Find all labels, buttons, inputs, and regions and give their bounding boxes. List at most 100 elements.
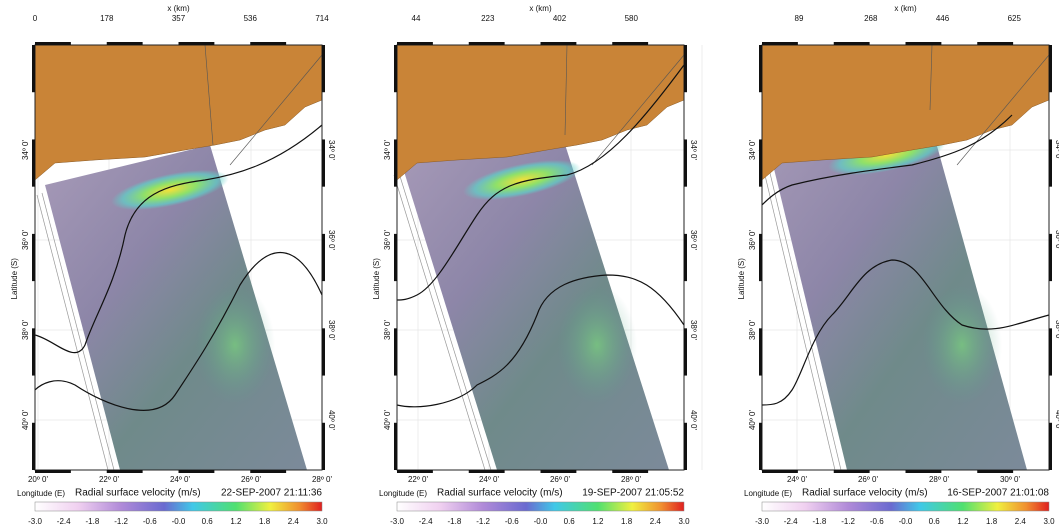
lat-label: 38º 0': [748, 320, 757, 340]
velocity-label: Radial surface velocity (m/s): [437, 488, 563, 499]
border-segment: [322, 328, 325, 375]
border-segment: [1049, 423, 1052, 470]
colorbar-tick-label: -1.8: [448, 517, 462, 526]
x-tick-label: 357: [172, 14, 186, 23]
lon-label: 28º 0': [312, 475, 332, 484]
lon-label: 28º 0': [929, 475, 949, 484]
colorbar-tick-label: -1.2: [841, 517, 855, 526]
lon-label: 22º 0': [408, 475, 428, 484]
colorbar-tick-label: 3.0: [678, 517, 690, 526]
border-segment: [1049, 139, 1052, 186]
timestamp: 16-SEP-2007 21:01:08: [947, 488, 1049, 499]
lon-label: 30º 0': [1000, 475, 1020, 484]
lat-label: 40º 0': [383, 410, 392, 430]
lat-label: 40º 0': [689, 410, 698, 430]
lat-label: 36º 0': [21, 230, 30, 250]
border-segment: [1049, 234, 1052, 281]
x-tick-label: 44: [412, 14, 421, 23]
x-axis-label: x (km): [167, 4, 190, 13]
border-segment: [107, 470, 143, 473]
colorbar-tick-label: -1.8: [86, 517, 100, 526]
border-segment: [32, 234, 35, 281]
border-segment: [684, 139, 687, 186]
lat-label: 38º 0': [689, 320, 698, 340]
green-patch: [922, 285, 1002, 405]
x-tick-label: 446: [936, 14, 950, 23]
x-tick-label: 625: [1008, 14, 1022, 23]
colorbar-tick-label: 1.8: [621, 517, 633, 526]
border-segment: [762, 470, 798, 473]
x-tick-label: 178: [100, 14, 114, 23]
border-segment: [32, 328, 35, 375]
lat-label: 36º 0': [748, 230, 757, 250]
border-segment: [394, 45, 397, 92]
lon-label: 26º 0': [550, 475, 570, 484]
lat-label: 40º 0': [748, 410, 757, 430]
colorbar-tick-label: 2.4: [288, 517, 300, 526]
x-tick-label: 268: [864, 14, 878, 23]
colorbar-tick-label: -2.4: [419, 517, 433, 526]
colorbar-tick-label: 2.4: [650, 517, 662, 526]
lat-label: 34º 0': [689, 140, 698, 160]
colorbar-tick-label: -3.0: [755, 517, 769, 526]
colorbar: [397, 502, 684, 511]
border-segment: [684, 45, 687, 92]
colorbar-tick-label: 3.0: [1043, 517, 1055, 526]
border-segment: [1049, 328, 1052, 375]
green-patch: [557, 285, 637, 405]
border-segment: [541, 42, 577, 45]
border-segment: [394, 139, 397, 186]
colorbar-tick-label: 0.6: [202, 517, 214, 526]
colorbar-tick-label: -1.2: [114, 517, 128, 526]
border-segment: [906, 42, 942, 45]
border-segment: [612, 42, 648, 45]
x-tick-label: 89: [795, 14, 804, 23]
lon-label: 24º 0': [787, 475, 807, 484]
x-tick-label: 223: [481, 14, 495, 23]
lat-label: 36º 0': [327, 230, 336, 250]
lat-label: 40º 0': [21, 410, 30, 430]
border-segment: [759, 234, 762, 281]
border-segment: [322, 234, 325, 281]
border-segment: [322, 423, 325, 470]
velocity-label: Radial surface velocity (m/s): [75, 488, 201, 499]
border-segment: [35, 470, 71, 473]
colorbar-tick-label: -1.8: [813, 517, 827, 526]
colorbar-tick-label: 1.2: [592, 517, 604, 526]
x-axis-label: x (km): [529, 4, 552, 13]
x-tick-label: 714: [315, 14, 329, 23]
map-panel: x (km)0178357536714Latitude (S)34º 0'34º…: [10, 4, 336, 526]
lat-label: 38º 0': [327, 320, 336, 340]
map-panel: x (km)89268446625Latitude (S)34º 0'34º 0…: [737, 4, 1059, 526]
lat-axis-label: Latitude (S): [372, 258, 381, 300]
lat-label: 38º 0': [383, 320, 392, 340]
border-segment: [394, 234, 397, 281]
border-segment: [541, 470, 577, 473]
lat-label: 34º 0': [21, 140, 30, 160]
border-segment: [684, 328, 687, 375]
border-segment: [612, 470, 648, 473]
colorbar: [762, 502, 1049, 511]
lon-label: 26º 0': [858, 475, 878, 484]
x-tick-label: 536: [244, 14, 258, 23]
border-segment: [394, 423, 397, 470]
border-segment: [32, 423, 35, 470]
border-segment: [759, 328, 762, 375]
x-tick-label: 402: [553, 14, 567, 23]
lon-label: 28º 0': [621, 475, 641, 484]
lon-axis-label: Longitude (E): [744, 489, 792, 498]
lat-label: 36º 0': [383, 230, 392, 250]
colorbar-tick-label: -3.0: [390, 517, 404, 526]
colorbar-tick-label: 3.0: [316, 517, 328, 526]
lon-label: 22º 0': [99, 475, 119, 484]
velocity-label: Radial surface velocity (m/s): [802, 488, 928, 499]
border-segment: [1049, 45, 1052, 92]
colorbar-tick-label: -0.6: [870, 517, 884, 526]
border-segment: [250, 42, 286, 45]
lon-axis-label: Longitude (E): [379, 489, 427, 498]
border-segment: [684, 234, 687, 281]
lon-label: 24º 0': [479, 475, 499, 484]
lat-axis-label: Latitude (S): [10, 258, 19, 300]
lat-label: 34º 0': [1054, 140, 1059, 160]
colorbar-tick-label: 0.6: [929, 517, 941, 526]
